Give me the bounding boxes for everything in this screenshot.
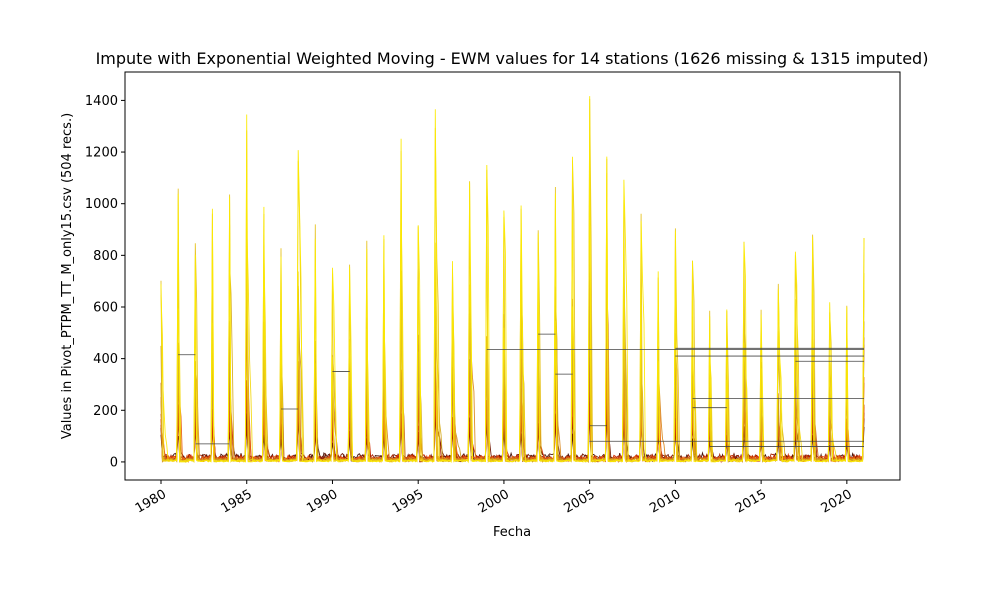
- y-tick-label: 400: [93, 352, 118, 367]
- series-layer: [160, 96, 865, 464]
- y-tick-label: 800: [93, 249, 118, 264]
- y-tick-label: 1400: [85, 94, 118, 109]
- y-axis-label: Values in Pivot_PTPM_TT_M_only15.csv (50…: [60, 113, 75, 439]
- y-tick-label: 600: [93, 300, 118, 315]
- y-tick-label: 1200: [85, 146, 118, 161]
- y-tick-label: 0: [110, 455, 118, 470]
- x-axis-label: Fecha: [493, 525, 531, 540]
- y-tick-label: 200: [93, 404, 118, 419]
- y-tick-label: 1000: [85, 197, 118, 212]
- chart-title: Impute with Exponential Weighted Moving …: [96, 49, 929, 68]
- y-axis: 0 200 400 600 800 1000 1200 1400: [85, 94, 125, 470]
- station-series-line: [160, 96, 865, 464]
- constant-segment-layer: [178, 333, 864, 447]
- plot-area: [160, 96, 865, 464]
- plot-frame: [124, 71, 901, 481]
